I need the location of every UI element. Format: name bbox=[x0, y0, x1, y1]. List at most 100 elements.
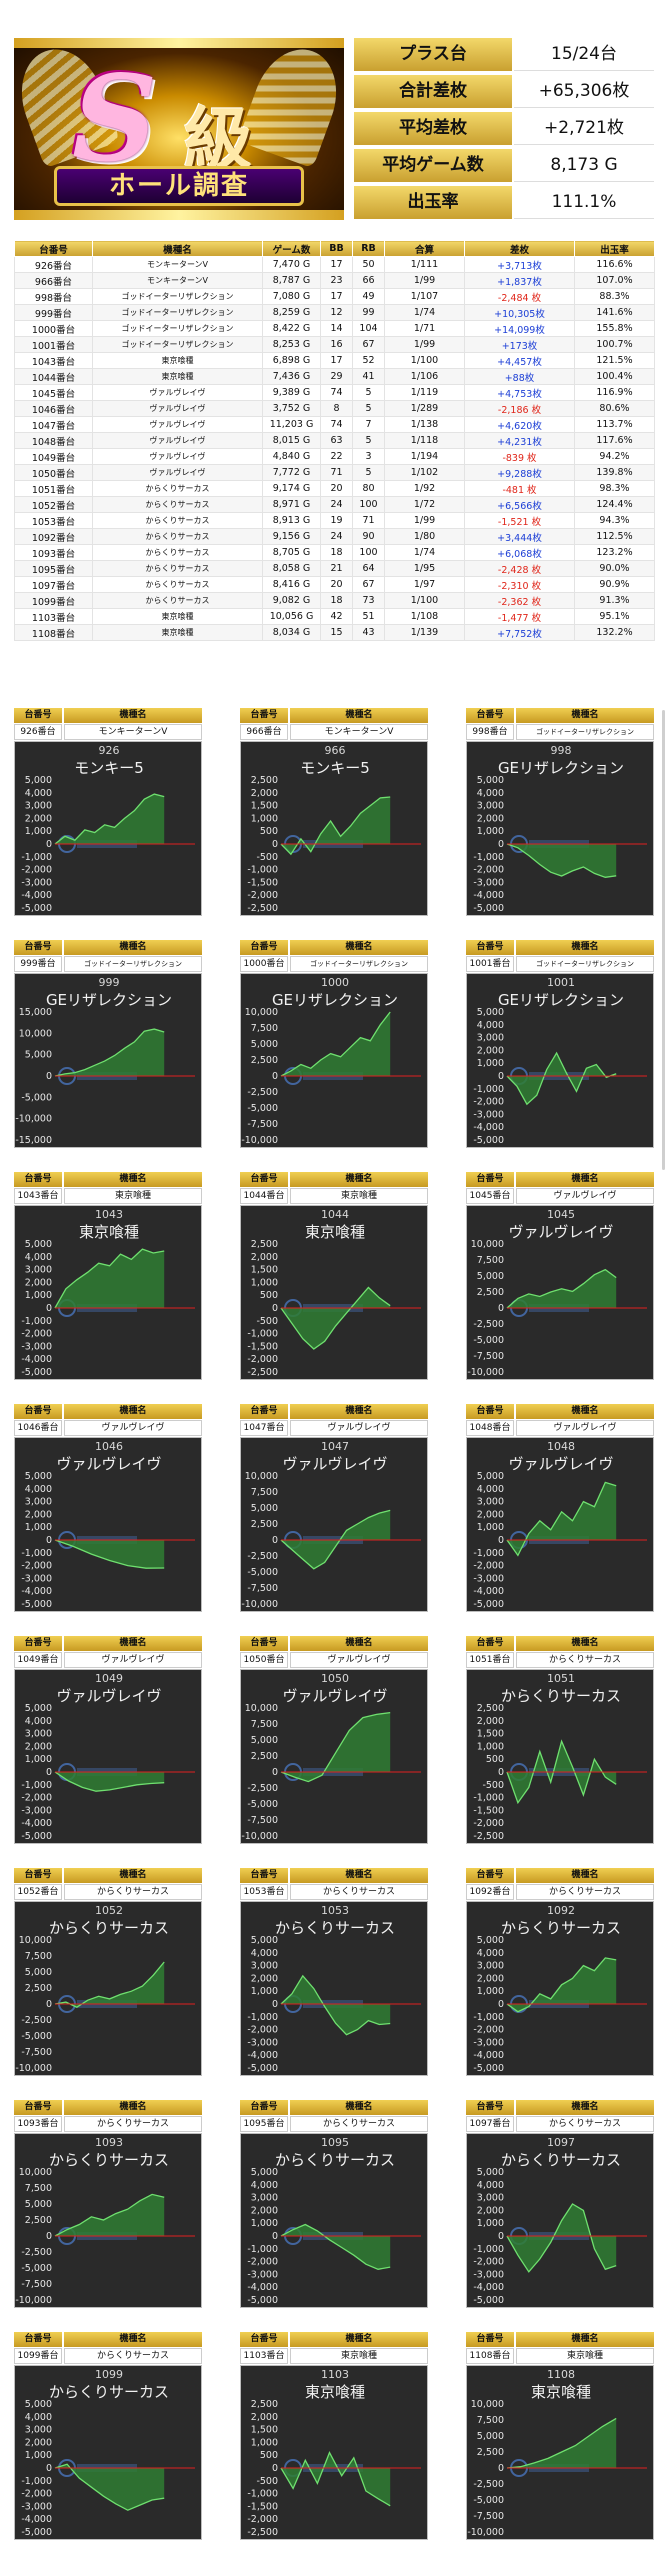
chart-title-number: 998 bbox=[550, 744, 572, 757]
table-row: 1093番台 からくりサーカス 8,705 G 18 100 1/74 +6,068枚 123… bbox=[14, 544, 655, 561]
table-cell: 999番台 bbox=[14, 304, 93, 321]
y-tick-label: 4,000 bbox=[477, 788, 504, 799]
card-header: 台番号 機種名 998番台 ゴッドイーターリザレクション bbox=[466, 708, 654, 740]
y-tick-label: 2,500 bbox=[477, 1287, 504, 1298]
card-machine-value: からくりサーカス bbox=[290, 1884, 428, 1900]
y-tick-label: -2,000 bbox=[21, 1561, 52, 1572]
y-tick-label: 2,000 bbox=[25, 1741, 52, 1752]
chart-title-name: ヴァルヴレイヴ bbox=[282, 1455, 388, 1473]
card-machine-value: ゴッドイーターリザレクション bbox=[516, 956, 654, 972]
card-machine-label: 機種名 bbox=[64, 1868, 202, 1883]
y-tick-label: -10,000 bbox=[241, 1599, 278, 1610]
card-number-value: 1099番台 bbox=[14, 2348, 62, 2364]
chart-title-number: 1045 bbox=[547, 1208, 575, 1221]
y-tick-label: 2,000 bbox=[251, 788, 278, 799]
data-line bbox=[280, 1974, 391, 2036]
y-tick-label: 7,500 bbox=[25, 1951, 52, 1962]
table-cell: 100 bbox=[352, 544, 385, 561]
data-line bbox=[506, 1481, 617, 1557]
table-cell: 10,056 G bbox=[262, 608, 321, 625]
y-tick-label: 500 bbox=[486, 1754, 504, 1765]
y-tick-label: 2,000 bbox=[477, 1509, 504, 1520]
card-machine-value: からくりサーカス bbox=[64, 2116, 202, 2132]
y-tick-label: -1,000 bbox=[247, 2489, 278, 2500]
chart-title-number: 1048 bbox=[547, 1440, 575, 1453]
chart-title-name: からくりサーカス bbox=[48, 2151, 169, 2169]
scrollbar[interactable] bbox=[662, 710, 665, 1170]
table-cell: ヴァルヴレイヴ bbox=[92, 464, 263, 481]
table-cell: 7,470 G bbox=[262, 256, 321, 273]
graph-card: 台番号 機種名 1053番台 からくりサーカス 5,000 4,000 3,000 2,000… bbox=[240, 1868, 428, 2078]
chart-title-number: 1052 bbox=[95, 1904, 123, 1917]
table-cell: 116.9% bbox=[574, 384, 655, 401]
table-cell: 112.5% bbox=[574, 528, 655, 545]
table-cell: 20 bbox=[320, 480, 353, 497]
y-tick-label: -2,000 bbox=[247, 2025, 278, 2036]
table-cell: -2,362 枚 bbox=[464, 592, 575, 609]
table-cell: からくりサーカス bbox=[92, 528, 263, 545]
y-tick-label: 0 bbox=[498, 1303, 504, 1314]
table-cell: 18 bbox=[320, 544, 353, 561]
y-tick-label: -5,000 bbox=[247, 1567, 278, 1578]
table-cell: 8,787 G bbox=[262, 272, 321, 289]
y-tick-label: -2,000 bbox=[21, 1329, 52, 1340]
y-tick-label: -4,000 bbox=[247, 2282, 278, 2293]
table-cell: 1/194 bbox=[384, 448, 465, 465]
data-line bbox=[506, 1957, 617, 2013]
y-tick-label: 2,500 bbox=[251, 1239, 278, 1250]
y-tick-label: 0 bbox=[272, 1767, 278, 1778]
table-cell: 116.6% bbox=[574, 256, 655, 273]
y-tick-label: -2,000 bbox=[21, 2489, 52, 2500]
y-tick-label: -4,000 bbox=[473, 2050, 504, 2061]
y-tick-label: 2,000 bbox=[477, 1716, 504, 1727]
chart-panel: 15,000 10,000 5,000 0 -5,000 -10,000 -15,000 99… bbox=[14, 973, 202, 1148]
y-tick-label: 2,500 bbox=[251, 1519, 278, 1530]
card-machine-value: ヴァルヴレイヴ bbox=[516, 1188, 654, 1204]
table-cell: -2,186 枚 bbox=[464, 400, 575, 417]
graph-card: 台番号 機種名 1046番台 ヴァルヴレイヴ 5,000 4,000 3,000 2,000 1… bbox=[14, 1404, 202, 1614]
card-number-value: 1050番台 bbox=[240, 1652, 288, 1668]
chart-panel: 10,000 7,500 5,000 2,500 0 -2,500 -5,000 -7,500… bbox=[466, 2365, 654, 2540]
y-tick-label: 15,000 bbox=[19, 1007, 52, 1018]
table-cell: 1048番台 bbox=[14, 432, 93, 449]
card-machine-label: 機種名 bbox=[290, 940, 428, 955]
y-tick-label: -5,000 bbox=[473, 2063, 504, 2074]
y-tick-label: 5,000 bbox=[477, 1271, 504, 1282]
chart-title-number: 966 bbox=[324, 744, 346, 757]
chart-panel: 10,000 7,500 5,000 2,500 0 -2,500 -5,000 -7,500… bbox=[240, 973, 428, 1148]
card-number-value: 1092番台 bbox=[466, 1884, 514, 1900]
column-header: ゲーム数 bbox=[262, 240, 321, 257]
table-cell: 1000番台 bbox=[14, 320, 93, 337]
card-machine-value: ゴッドイーターリザレクション bbox=[290, 956, 428, 972]
data-area bbox=[281, 1712, 391, 1782]
table-row: 926番台 モンキーターンV 7,470 G 17 50 1/111 +3,713枚 116.… bbox=[14, 256, 655, 273]
card-machine-value: からくりサーカス bbox=[290, 2116, 428, 2132]
table-cell: 1/99 bbox=[384, 272, 465, 289]
chart-title-number: 1049 bbox=[95, 1672, 123, 1685]
summary-label: 平均ゲーム数 bbox=[354, 149, 512, 182]
y-tick-label: -1,500 bbox=[247, 877, 278, 888]
y-tick-label: -3,000 bbox=[473, 2269, 504, 2280]
table-cell: 9,156 G bbox=[262, 528, 321, 545]
data-area bbox=[55, 1772, 165, 1792]
y-tick-label: 4,000 bbox=[477, 1948, 504, 1959]
table-cell: 22 bbox=[320, 448, 353, 465]
y-tick-label: 2,000 bbox=[251, 2412, 278, 2423]
data-area bbox=[281, 1012, 391, 1076]
card-number-label: 台番号 bbox=[466, 1868, 514, 1883]
table-cell: +14,099枚 bbox=[464, 320, 575, 337]
table-cell: 998番台 bbox=[14, 288, 93, 305]
y-tick-label: 500 bbox=[260, 1290, 278, 1301]
card-number-label: 台番号 bbox=[240, 1868, 288, 1883]
table-cell: 1049番台 bbox=[14, 448, 93, 465]
chart-title-number: 1043 bbox=[95, 1208, 123, 1221]
table-cell: ヴァルヴレイヴ bbox=[92, 384, 263, 401]
card-number-value: 999番台 bbox=[14, 956, 62, 972]
table-cell: 74 bbox=[320, 416, 353, 433]
table-cell: 94.3% bbox=[574, 512, 655, 529]
table-cell: ヴァルヴレイヴ bbox=[92, 416, 263, 433]
y-tick-label: 1,000 bbox=[251, 813, 278, 824]
table-cell: 117.6% bbox=[574, 432, 655, 449]
table-cell: -2,310 枚 bbox=[464, 576, 575, 593]
